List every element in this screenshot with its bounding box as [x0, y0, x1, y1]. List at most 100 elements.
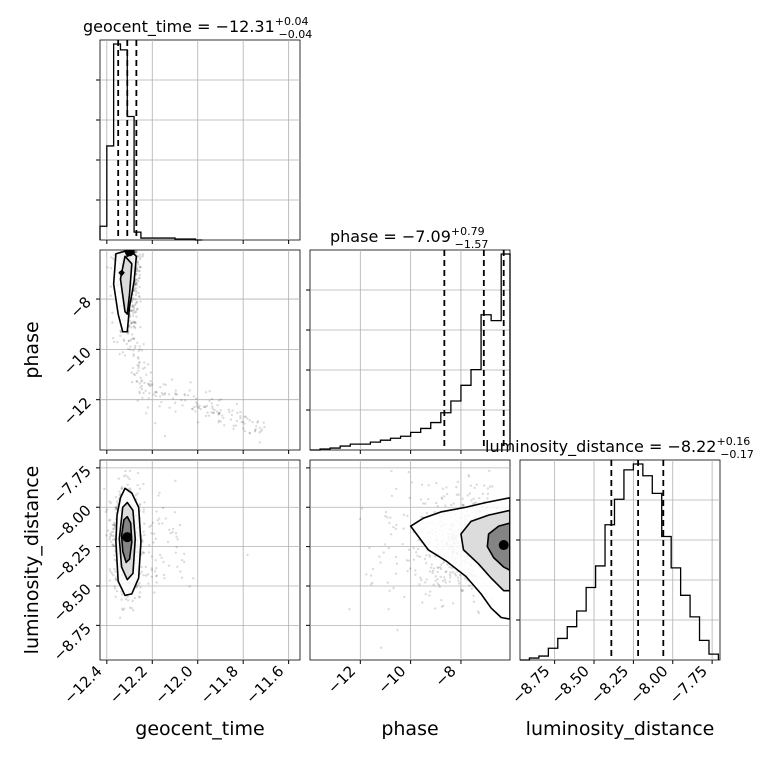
sample-point: [389, 533, 393, 536]
sample-point: [423, 581, 427, 584]
sample-point: [418, 583, 421, 586]
sample-point: [208, 399, 211, 403]
sample-point: [455, 485, 458, 489]
sample-point: [139, 326, 142, 329]
sample-point: [174, 393, 178, 396]
sample-point: [197, 405, 200, 409]
sample-point: [130, 326, 133, 329]
sample-point: [162, 560, 165, 564]
sample-point: [217, 411, 221, 415]
sample-point: [230, 413, 234, 417]
sample-point: [150, 555, 153, 558]
xlabel-luminosity-distance: luminosity_distance: [526, 718, 715, 740]
sample-point: [394, 572, 398, 575]
sample-point: [108, 500, 111, 503]
sample-point: [428, 555, 432, 558]
sample-point: [444, 581, 447, 584]
sample-point: [133, 321, 137, 324]
sample-point: [387, 607, 390, 611]
tick-label-phase: −8: [66, 293, 94, 321]
sample-point: [121, 487, 124, 491]
sample-point: [111, 321, 114, 324]
sample-point: [162, 573, 166, 577]
sample-point: [138, 504, 142, 507]
sample-point: [161, 522, 164, 525]
sample-point: [406, 570, 409, 573]
sample-point: [153, 391, 157, 394]
tick-label-luminosity-distance: −7.75: [666, 662, 711, 707]
sample-point: [123, 354, 127, 357]
sample-point: [136, 255, 140, 258]
sample-point: [138, 266, 142, 269]
sample-point: [145, 373, 148, 377]
sample-point: [109, 532, 112, 536]
sample-point: [167, 393, 171, 396]
sample-point: [138, 276, 141, 279]
sample-point: [143, 522, 146, 526]
sample-point: [132, 321, 135, 324]
sample-point: [470, 587, 474, 590]
hist-phase-frame: [309, 249, 511, 451]
sample-point: [188, 389, 191, 392]
sample-point: [112, 545, 115, 548]
sample-point: [135, 301, 138, 304]
sample-point: [160, 400, 163, 404]
sample-point: [132, 324, 135, 328]
sample-point: [111, 543, 114, 547]
sample-point: [254, 427, 257, 431]
sample-point: [150, 384, 153, 387]
sample-point: [148, 525, 151, 529]
sample-point: [105, 508, 108, 511]
tick-label-luminosity-distance: −8.75: [508, 662, 553, 707]
sample-point: [368, 546, 371, 550]
sample-point: [443, 578, 447, 582]
sample-point: [449, 571, 452, 574]
sample-point: [131, 337, 134, 340]
sample-point: [135, 289, 138, 293]
sample-point: [197, 406, 201, 410]
sample-point: [239, 414, 242, 418]
sample-point: [161, 393, 165, 396]
sample-point: [192, 395, 196, 398]
sample-point: [138, 596, 142, 599]
sample-point: [154, 559, 157, 562]
sample-point: [441, 487, 445, 490]
sample-point: [132, 337, 135, 341]
sample-point: [419, 498, 423, 501]
sample-point: [467, 475, 471, 478]
sample-point: [130, 606, 134, 610]
sample-point: [149, 524, 153, 527]
sample-point: [455, 493, 459, 496]
title-geocent-time: geocent_time = −12.31+0.04 −0.04: [83, 15, 312, 41]
sample-point: [143, 533, 146, 537]
sample-point: [473, 486, 476, 490]
sample-point: [248, 419, 251, 422]
sample-point: [258, 431, 261, 434]
sample-point: [171, 530, 174, 534]
sample-point: [420, 515, 423, 519]
sample-point: [135, 380, 138, 383]
tick-label-geocent-time: −12.0: [151, 662, 196, 707]
sample-point: [173, 401, 177, 405]
sample-point: [133, 303, 137, 307]
sample-point: [390, 469, 393, 473]
sample-point: [108, 568, 112, 571]
sample-point: [131, 599, 134, 603]
sample-point: [128, 606, 132, 609]
sample-point: [132, 309, 136, 312]
sample-point: [141, 539, 144, 542]
sample-point: [235, 419, 239, 423]
sample-point: [175, 393, 179, 396]
sample-point: [384, 510, 388, 514]
sample-point: [405, 559, 409, 562]
sample-point: [491, 485, 494, 488]
sample-point: [136, 341, 139, 345]
sample-point: [137, 269, 140, 273]
sample-point: [137, 595, 141, 598]
sample-point: [139, 265, 143, 269]
sample-point: [138, 253, 142, 256]
joint-geocent-time-vs-luminosity-distance-marks: [103, 469, 249, 619]
sample-point: [218, 411, 222, 415]
sample-point: [259, 430, 263, 433]
sample-point: [131, 366, 135, 370]
